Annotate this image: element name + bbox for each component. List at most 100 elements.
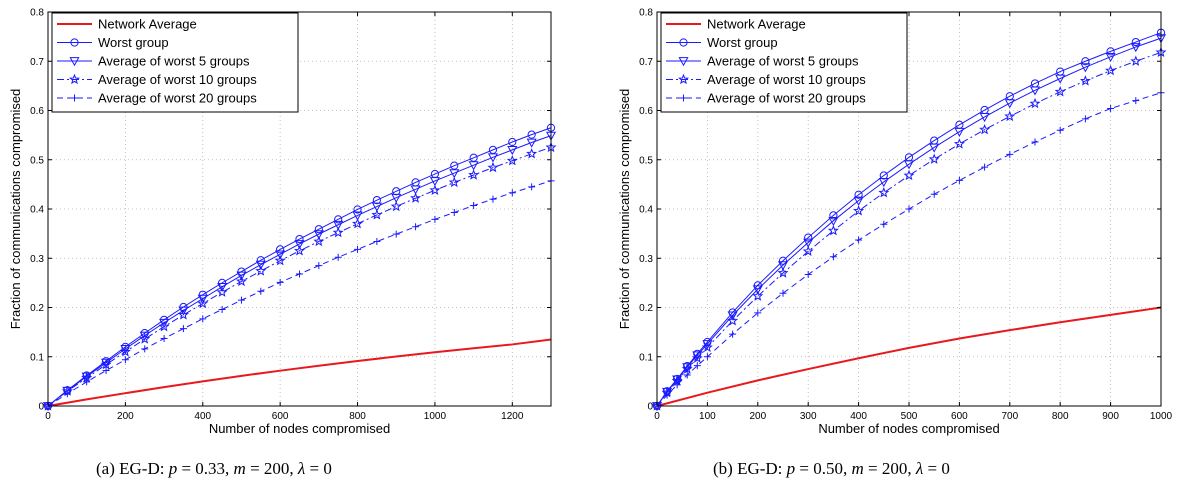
data-point xyxy=(1004,99,1015,109)
data-point xyxy=(102,367,110,375)
legend-label: Network Average xyxy=(707,17,806,32)
y-axis-label: Fraction of communications compromised xyxy=(617,89,632,330)
legend-marker xyxy=(70,38,79,47)
y-tick-label: 0.7 xyxy=(639,57,653,68)
y-tick-label: 0.6 xyxy=(30,106,44,117)
data-point xyxy=(829,211,838,220)
data-point xyxy=(450,208,458,216)
data-point xyxy=(1107,105,1115,113)
x-tick-label: 800 xyxy=(1052,411,1069,422)
x-tick-label: 400 xyxy=(850,411,867,422)
data-point xyxy=(829,253,837,261)
grid-lines xyxy=(657,12,1161,406)
data-point xyxy=(160,335,168,343)
x-tick-label: 300 xyxy=(800,411,817,422)
data-point xyxy=(295,234,304,244)
data-point xyxy=(392,187,401,196)
data-point xyxy=(778,256,788,265)
data-point xyxy=(410,185,421,195)
data-point xyxy=(100,358,112,370)
data-point xyxy=(235,275,247,287)
data-point xyxy=(528,183,536,191)
data-point xyxy=(275,250,286,260)
data-point xyxy=(526,148,538,159)
data-point xyxy=(315,262,323,270)
data-point xyxy=(83,378,91,386)
y-tick-label: 0.1 xyxy=(639,352,653,363)
data-point xyxy=(804,271,812,279)
data-point xyxy=(216,286,228,297)
chart-panel-b: 0 100 200 300 400 500 600 700 800 900 1000 0 0.1 0.2 0… xyxy=(617,8,1173,479)
data-point xyxy=(981,163,989,171)
data-point xyxy=(296,270,303,278)
data-point xyxy=(853,205,865,216)
legend-box xyxy=(660,12,908,113)
y-tick-label: 0.8 xyxy=(639,8,653,19)
series-line xyxy=(47,135,552,407)
data-point xyxy=(1130,43,1141,53)
data-point xyxy=(313,235,325,247)
data-point xyxy=(854,190,863,199)
data-point xyxy=(333,220,344,230)
legend-label: Worst group xyxy=(707,35,778,50)
legend: Network Average Worst group Average of wor… xyxy=(660,12,908,113)
data-point xyxy=(803,238,814,248)
data-point xyxy=(199,315,207,323)
data-point xyxy=(372,196,381,205)
y-tick-label: 0.4 xyxy=(30,205,44,216)
data-point xyxy=(334,253,342,261)
y-tick-label: 0.3 xyxy=(30,254,44,265)
data-point xyxy=(1055,74,1066,84)
data-point xyxy=(120,345,131,355)
x-tick-label: 1000 xyxy=(1150,411,1173,422)
data-point xyxy=(703,353,711,361)
data-point xyxy=(371,209,383,220)
data-point xyxy=(1029,86,1041,96)
data-point xyxy=(777,267,789,278)
data-point xyxy=(119,346,131,357)
legend-marker xyxy=(678,73,689,85)
data-point xyxy=(141,345,149,353)
figure-caption: (b) EG-D: p = 0.50, m = 200, λ = 0 xyxy=(713,459,950,478)
data-point xyxy=(508,189,516,197)
series-network-average xyxy=(47,338,552,407)
data-point xyxy=(527,130,536,139)
legend: Network Average Worst group Average of wor… xyxy=(51,12,299,113)
data-point xyxy=(930,190,938,198)
data-point xyxy=(412,223,420,231)
data-point xyxy=(508,137,517,147)
x-tick-label: 100 xyxy=(699,411,716,422)
data-point xyxy=(218,305,226,313)
y-tick-label: 0.6 xyxy=(639,106,653,117)
data-point xyxy=(683,371,691,379)
data-point xyxy=(954,127,965,137)
data-point xyxy=(255,265,267,276)
data-point xyxy=(352,218,364,229)
legend-item: Network Average xyxy=(57,17,197,32)
data-point xyxy=(701,341,713,353)
series-line xyxy=(47,338,552,407)
data-point xyxy=(729,330,737,338)
data-point xyxy=(391,193,402,203)
data-point xyxy=(702,340,713,350)
data-point xyxy=(804,233,813,242)
data-point xyxy=(928,153,940,164)
data-point xyxy=(853,196,864,206)
legend-item: Network Average xyxy=(666,17,806,32)
data-point xyxy=(177,309,189,320)
series-line xyxy=(47,146,552,407)
data-point xyxy=(1079,75,1091,86)
data-point xyxy=(1081,115,1089,123)
data-point xyxy=(879,171,888,180)
legend-label: Average of worst 5 groups xyxy=(98,54,250,69)
data-point xyxy=(255,260,266,270)
data-point xyxy=(121,356,129,364)
data-point xyxy=(855,236,863,244)
data-point xyxy=(526,138,537,148)
data-point xyxy=(179,325,187,333)
legend-label: Network Average xyxy=(98,17,197,32)
data-point xyxy=(197,297,209,309)
ticks: 0 100 200 300 400 500 600 700 800 900 1000 0 0.1 0.2 0… xyxy=(639,8,1172,423)
legend-label: Average of worst 5 groups xyxy=(707,54,859,69)
